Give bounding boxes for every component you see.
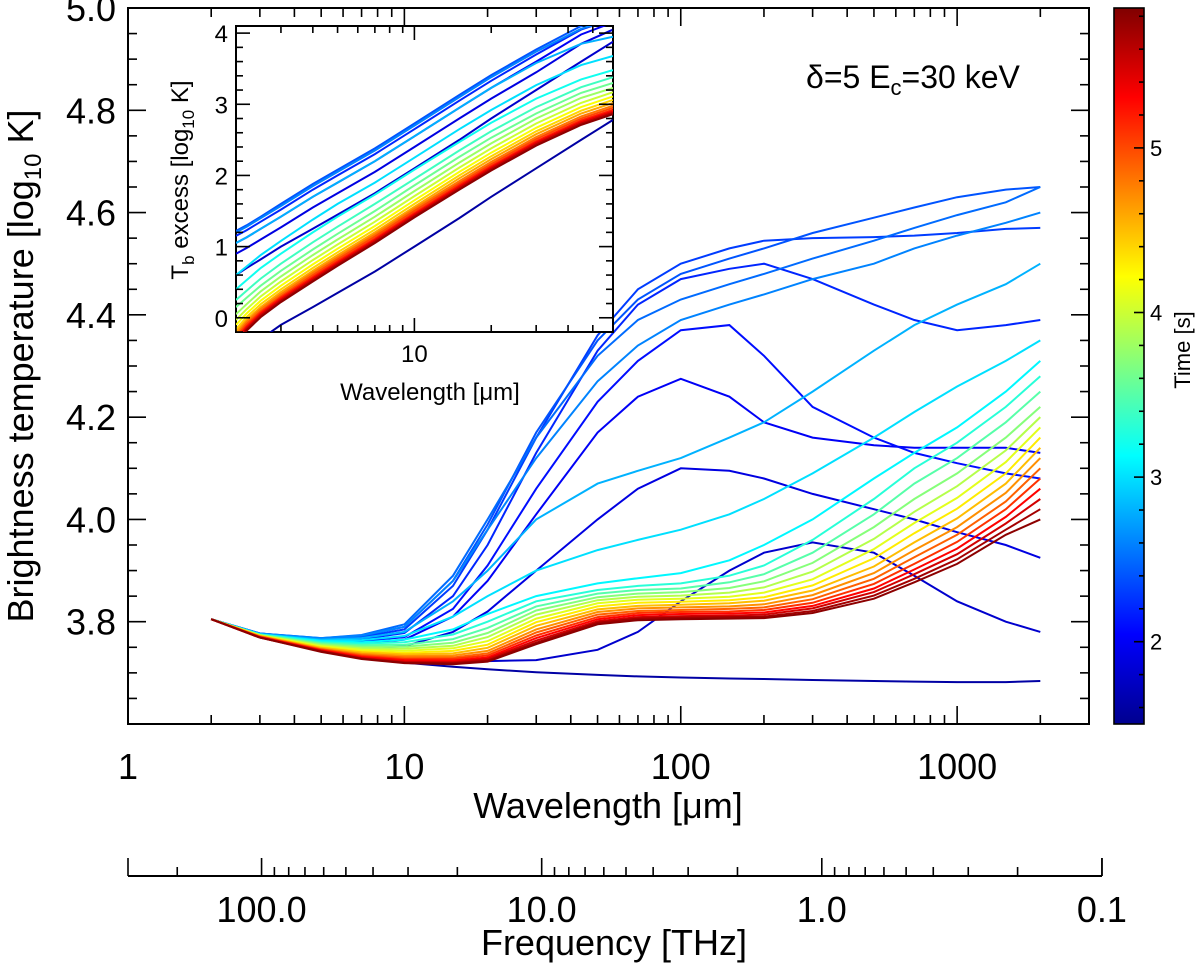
inset-series-line-17 <box>237 104 613 332</box>
frequency-axis-ticks <box>127 858 1103 876</box>
main-series-line-12 <box>210 360 1041 644</box>
main-series-line-11 <box>210 339 1041 642</box>
inset-series-line-13 <box>236 91 613 321</box>
main-series-line-15 <box>210 406 1041 648</box>
colorbar-tick-label-2: 4 <box>1150 301 1162 326</box>
main-y-tick-label-6: 5.0 <box>66 0 116 29</box>
frequency-tick-label-0: 100.0 <box>217 889 307 930</box>
inset-y-ticks <box>236 32 613 333</box>
colorbar-tick-labels: 2 3 4 5 <box>1150 136 1162 655</box>
inset-y-axis-title-sub-10: 10 <box>179 110 198 129</box>
main-series-line-19 <box>210 447 1042 656</box>
inset-series-line-19 <box>240 109 613 332</box>
inset-y-tick-label-3: 3 <box>215 92 228 119</box>
colorbar: 2 3 4 5 Time [s] <box>1113 7 1195 725</box>
main-series-line-16 <box>210 416 1041 650</box>
inset-series-line-2 <box>236 28 613 255</box>
inset-series-line-14 <box>236 95 613 326</box>
main-x-axis-title: Wavelength [μm] <box>473 785 743 826</box>
inset-series-line-5 <box>236 26 585 232</box>
main-y-axis-title-sub: 10 <box>20 154 47 181</box>
main-series-line-20 <box>210 457 1042 658</box>
main-y-ticks <box>128 7 1089 725</box>
inset-series-line-1 <box>236 40 613 276</box>
main-y-axis-title-main: Brightness temperature [log <box>0 180 41 622</box>
main-series-line-13 <box>210 375 1041 645</box>
main-y-tick-label-4: 4.6 <box>66 193 116 234</box>
inset-x-axis-title: Wavelength [μm] <box>340 379 520 406</box>
inset-y-tick-label-2: 2 <box>215 163 228 190</box>
colorbar-tick-label-3: 5 <box>1150 136 1162 161</box>
inset-y-tick-label-4: 4 <box>215 21 228 48</box>
inset-y-axis-title-t: T <box>167 265 194 280</box>
annotation-delta-ec: δ=5 Ec=30 keV <box>806 59 1021 100</box>
inset-series-line-7 <box>236 35 613 244</box>
inset-series-line-16 <box>236 101 613 332</box>
main-x-tick-labels: 1 10 100 1000 <box>118 746 997 787</box>
main-series-line-9 <box>210 211 1041 640</box>
annotation-delta: δ=5 E <box>806 59 891 95</box>
inset-series-line-20 <box>241 110 613 332</box>
main-series-line-10 <box>210 262 1041 641</box>
inset-x-tick-label-0: 10 <box>401 341 428 368</box>
inset-y-axis-title-sub-b: b <box>179 255 198 264</box>
inset-y-tick-label-0: 0 <box>215 306 228 333</box>
inset-series-line-21 <box>242 111 613 332</box>
main-series-line-26 <box>210 518 1041 666</box>
inset-series-line-8 <box>236 54 613 276</box>
annotation-rest: =30 keV <box>902 59 1021 95</box>
inset-series-line-4 <box>236 26 595 237</box>
main-y-tick-label-3: 4.4 <box>66 295 116 336</box>
colorbar-gradient <box>1113 7 1145 725</box>
main-series-line-14 <box>210 390 1041 647</box>
inset-y-tick-labels: 0 1 2 3 4 <box>215 21 228 333</box>
frequency-tick-label-3: 0.1 <box>1077 889 1127 930</box>
colorbar-tick-label-1: 3 <box>1150 465 1162 490</box>
main-x-tick-label-2: 100 <box>651 746 711 787</box>
frequency-axis-title: Frequency [THz] <box>481 922 747 963</box>
main-series-group <box>210 186 1042 684</box>
inset-series-line-10 <box>236 76 613 301</box>
main-y-tick-label-2: 4.2 <box>66 397 116 438</box>
inset-y-axis-title-end: K] <box>167 80 194 109</box>
inset-series-line-9 <box>236 69 613 291</box>
inset-series-line-12 <box>236 86 613 315</box>
frequency-tick-label-1: 10.0 <box>507 889 577 930</box>
inset-series-line-22 <box>244 113 613 332</box>
inset-x-ticks <box>235 26 614 332</box>
frequency-axis: 100.0 10.0 1.0 0.1 Frequency [THz] <box>127 858 1127 963</box>
main-y-tick-label-1: 4.0 <box>66 499 116 540</box>
inset-series-line-11 <box>236 81 613 308</box>
inset-y-axis-title-mid: excess [log <box>167 129 194 256</box>
main-x-ticks <box>127 8 1090 724</box>
frequency-tick-label-2: 1.0 <box>797 889 847 930</box>
inset-series-line-18 <box>238 106 613 332</box>
main-y-tick-label-0: 3.8 <box>66 602 116 643</box>
main-x-tick-label-3: 1000 <box>917 746 997 787</box>
main-y-axis-title-end: K] <box>0 110 41 154</box>
colorbar-tick-label-0: 2 <box>1150 630 1162 655</box>
main-x-tick-label-1: 10 <box>384 746 424 787</box>
inset-series-line-0 <box>269 119 613 332</box>
main-x-tick-label-0: 1 <box>118 746 138 787</box>
main-y-tick-label-5: 4.8 <box>66 90 116 131</box>
colorbar-ticks <box>1134 15 1144 709</box>
inset-y-tick-label-1: 1 <box>215 235 228 262</box>
inset-x-tick-labels: 10 <box>401 341 428 368</box>
inset-y-axis-title: Tb excess [log10 K] <box>167 80 198 279</box>
colorbar-title: Time [s] <box>1170 311 1195 388</box>
inset-series-group <box>236 26 613 332</box>
main-y-tick-labels: 3.8 4.0 4.2 4.4 4.6 4.8 5.0 <box>66 0 116 643</box>
main-y-axis-title: Brightness temperature [log10 K] <box>0 110 47 623</box>
inset-series-line-6 <box>236 26 594 234</box>
frequency-axis-tick-labels: 100.0 10.0 1.0 0.1 <box>217 889 1127 930</box>
inset-series-line-15 <box>236 99 613 330</box>
main-series-line-17 <box>210 426 1042 652</box>
annotation-sub: c <box>891 75 902 100</box>
